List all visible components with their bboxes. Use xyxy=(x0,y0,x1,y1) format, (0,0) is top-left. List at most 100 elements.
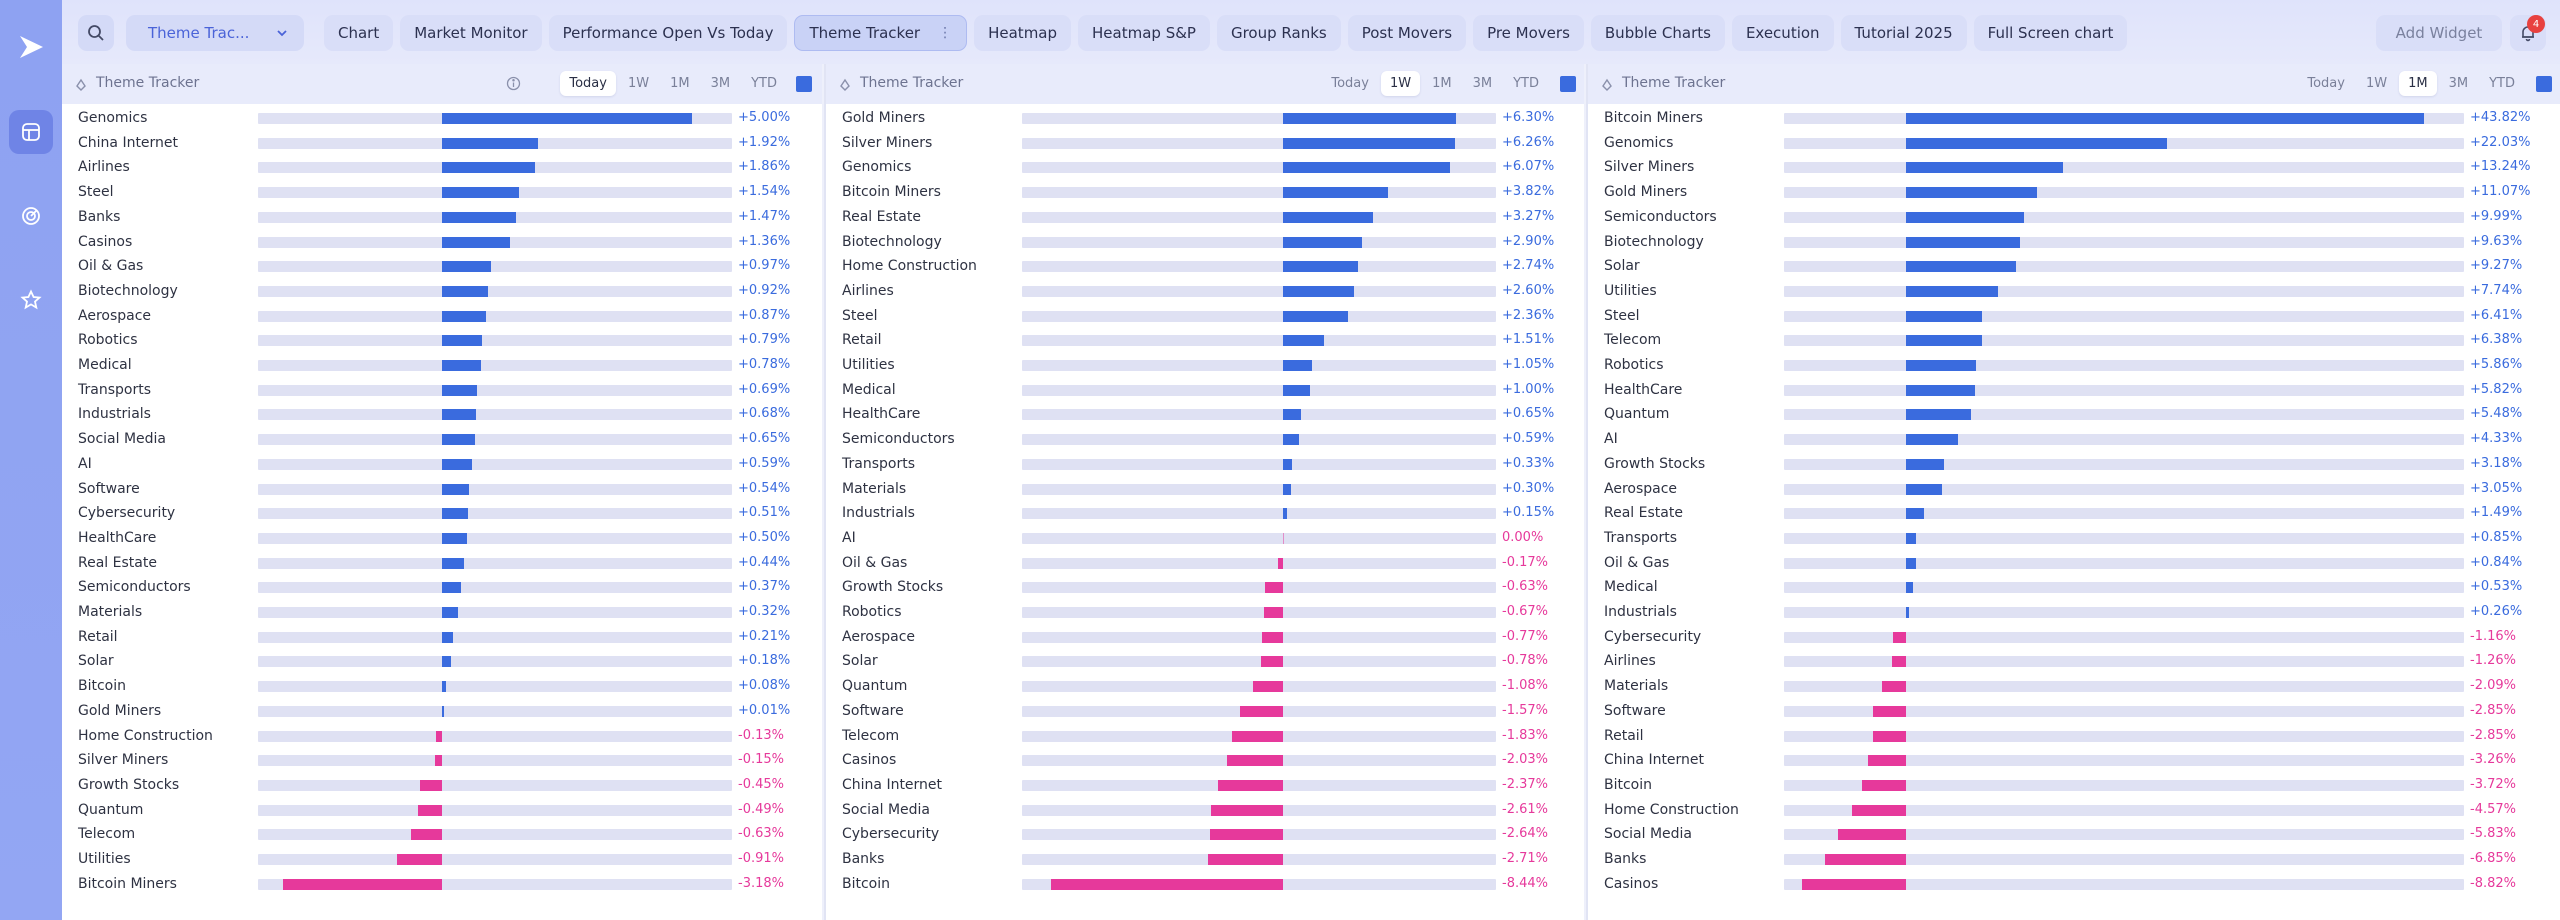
theme-row[interactable]: Genomics +22.03% xyxy=(1588,131,2560,156)
theme-row[interactable]: Banks -6.85% xyxy=(1588,847,2560,872)
theme-row[interactable]: Silver Miners +13.24% xyxy=(1588,155,2560,180)
panel-color-square[interactable] xyxy=(1560,76,1576,92)
theme-row[interactable]: Gold Miners +6.30% xyxy=(826,106,1584,131)
theme-row[interactable]: Biotechnology +0.92% xyxy=(62,279,822,304)
tab-group-ranks[interactable]: Group Ranks xyxy=(1216,15,1341,51)
theme-row[interactable]: Materials +0.32% xyxy=(62,600,822,625)
theme-row[interactable]: Transports +0.33% xyxy=(826,452,1584,477)
theme-row[interactable]: Semiconductors +0.37% xyxy=(62,575,822,600)
theme-row[interactable]: Growth Stocks +3.18% xyxy=(1588,452,2560,477)
theme-row[interactable]: Aerospace -0.77% xyxy=(826,625,1584,650)
range-today-button[interactable]: Today xyxy=(2307,76,2345,91)
add-widget-button[interactable]: Add Widget xyxy=(2376,15,2502,51)
theme-row[interactable]: Medical +0.78% xyxy=(62,353,822,378)
theme-row[interactable]: Retail -2.85% xyxy=(1588,724,2560,749)
theme-row[interactable]: Cybersecurity -2.64% xyxy=(826,822,1584,847)
search-button[interactable] xyxy=(78,15,114,51)
theme-row[interactable]: Solar -0.78% xyxy=(826,649,1584,674)
range-1m-button[interactable]: 1M xyxy=(2399,71,2437,96)
tab-heatmap[interactable]: Heatmap xyxy=(974,15,1072,51)
theme-row[interactable]: HealthCare +5.82% xyxy=(1588,378,2560,403)
theme-row[interactable]: Real Estate +0.44% xyxy=(62,551,822,576)
theme-row[interactable]: Medical +0.53% xyxy=(1588,575,2560,600)
theme-row[interactable]: Banks -2.71% xyxy=(826,847,1584,872)
theme-row[interactable]: Quantum -0.49% xyxy=(62,798,822,823)
theme-row[interactable]: Oil & Gas +0.97% xyxy=(62,254,822,279)
range-3m-button[interactable]: 3M xyxy=(710,76,731,91)
theme-row[interactable]: HealthCare +0.50% xyxy=(62,526,822,551)
theme-row[interactable]: Steel +1.54% xyxy=(62,180,822,205)
theme-row[interactable]: Robotics +5.86% xyxy=(1588,353,2560,378)
layout-select[interactable]: Theme Trac... xyxy=(126,15,304,51)
theme-row[interactable]: Oil & Gas +0.84% xyxy=(1588,551,2560,576)
theme-row[interactable]: Bitcoin Miners +43.82% xyxy=(1588,106,2560,131)
theme-row[interactable]: Gold Miners +11.07% xyxy=(1588,180,2560,205)
theme-row[interactable]: Telecom -0.63% xyxy=(62,822,822,847)
tab-market-monitor[interactable]: Market Monitor xyxy=(400,15,542,51)
panel-color-square[interactable] xyxy=(796,76,812,92)
theme-row[interactable]: Airlines +2.60% xyxy=(826,279,1584,304)
info-icon[interactable] xyxy=(506,76,521,95)
theme-row[interactable]: Social Media -5.83% xyxy=(1588,822,2560,847)
theme-row[interactable]: Bitcoin Miners -3.18% xyxy=(62,872,822,897)
theme-row[interactable]: Airlines +1.86% xyxy=(62,155,822,180)
range-3m-button[interactable]: 3M xyxy=(2448,76,2469,91)
theme-row[interactable]: Aerospace +3.05% xyxy=(1588,477,2560,502)
theme-row[interactable]: Utilities -0.91% xyxy=(62,847,822,872)
drag-handle-icon[interactable] xyxy=(74,77,88,96)
theme-row[interactable]: Quantum -1.08% xyxy=(826,674,1584,699)
theme-row[interactable]: Retail +1.51% xyxy=(826,328,1584,353)
theme-row[interactable]: Materials +0.30% xyxy=(826,477,1584,502)
theme-row[interactable]: Gold Miners +0.01% xyxy=(62,699,822,724)
theme-row[interactable]: Banks +1.47% xyxy=(62,205,822,230)
theme-row[interactable]: Robotics +0.79% xyxy=(62,328,822,353)
tab-tutorial-2025[interactable]: Tutorial 2025 xyxy=(1840,15,1967,51)
range-ytd-button[interactable]: YTD xyxy=(751,76,777,91)
theme-row[interactable]: Real Estate +3.27% xyxy=(826,205,1584,230)
tab-bubble-charts[interactable]: Bubble Charts xyxy=(1590,15,1725,51)
range-1w-button[interactable]: 1W xyxy=(2365,76,2388,91)
theme-row[interactable]: Retail +0.21% xyxy=(62,625,822,650)
tab-full-screen-chart[interactable]: Full Screen chart xyxy=(1973,15,2128,51)
theme-row[interactable]: Bitcoin -8.44% xyxy=(826,872,1584,897)
range-1w-button[interactable]: 1W xyxy=(1380,71,1421,96)
tab-chart[interactable]: Chart xyxy=(324,15,394,51)
theme-row[interactable]: Bitcoin +0.08% xyxy=(62,674,822,699)
drag-handle-icon[interactable] xyxy=(1600,77,1614,96)
theme-row[interactable]: Transports +0.85% xyxy=(1588,526,2560,551)
theme-row[interactable]: Utilities +1.05% xyxy=(826,353,1584,378)
drag-handle-icon[interactable] xyxy=(838,77,852,96)
theme-row[interactable]: Cybersecurity -1.16% xyxy=(1588,625,2560,650)
theme-row[interactable]: Silver Miners -0.15% xyxy=(62,748,822,773)
theme-row[interactable]: Social Media -2.61% xyxy=(826,798,1584,823)
radar-icon[interactable] xyxy=(9,194,53,238)
panel-color-square[interactable] xyxy=(2536,76,2552,92)
theme-row[interactable]: Materials -2.09% xyxy=(1588,674,2560,699)
dashboard-icon[interactable] xyxy=(9,110,53,154)
theme-row[interactable]: Steel +6.41% xyxy=(1588,304,2560,329)
tab-post-movers[interactable]: Post Movers xyxy=(1347,15,1467,51)
theme-row[interactable]: Genomics +5.00% xyxy=(62,106,822,131)
theme-row[interactable]: Home Construction +2.74% xyxy=(826,254,1584,279)
theme-row[interactable]: Airlines -1.26% xyxy=(1588,649,2560,674)
theme-row[interactable]: Telecom -1.83% xyxy=(826,724,1584,749)
tab-heatmap-s-p[interactable]: Heatmap S&P xyxy=(1078,15,1210,51)
theme-row[interactable]: Home Construction -0.13% xyxy=(62,724,822,749)
theme-row[interactable]: Genomics +6.07% xyxy=(826,155,1584,180)
range-3m-button[interactable]: 3M xyxy=(1472,76,1493,91)
theme-row[interactable]: Aerospace +0.87% xyxy=(62,304,822,329)
theme-row[interactable]: China Internet -3.26% xyxy=(1588,748,2560,773)
theme-row[interactable]: Telecom +6.38% xyxy=(1588,328,2560,353)
theme-row[interactable]: Growth Stocks -0.63% xyxy=(826,575,1584,600)
theme-row[interactable]: Software -2.85% xyxy=(1588,699,2560,724)
theme-row[interactable]: AI 0.00% xyxy=(826,526,1584,551)
theme-row[interactable]: Quantum +5.48% xyxy=(1588,402,2560,427)
theme-row[interactable]: Industrials +0.26% xyxy=(1588,600,2560,625)
theme-row[interactable]: Software -1.57% xyxy=(826,699,1584,724)
theme-row[interactable]: AI +4.33% xyxy=(1588,427,2560,452)
theme-row[interactable]: Casinos +1.36% xyxy=(62,230,822,255)
theme-row[interactable]: Industrials +0.68% xyxy=(62,402,822,427)
more-options-icon[interactable]: ⋮ xyxy=(938,25,953,41)
theme-row[interactable]: Semiconductors +9.99% xyxy=(1588,205,2560,230)
theme-row[interactable]: Utilities +7.74% xyxy=(1588,279,2560,304)
